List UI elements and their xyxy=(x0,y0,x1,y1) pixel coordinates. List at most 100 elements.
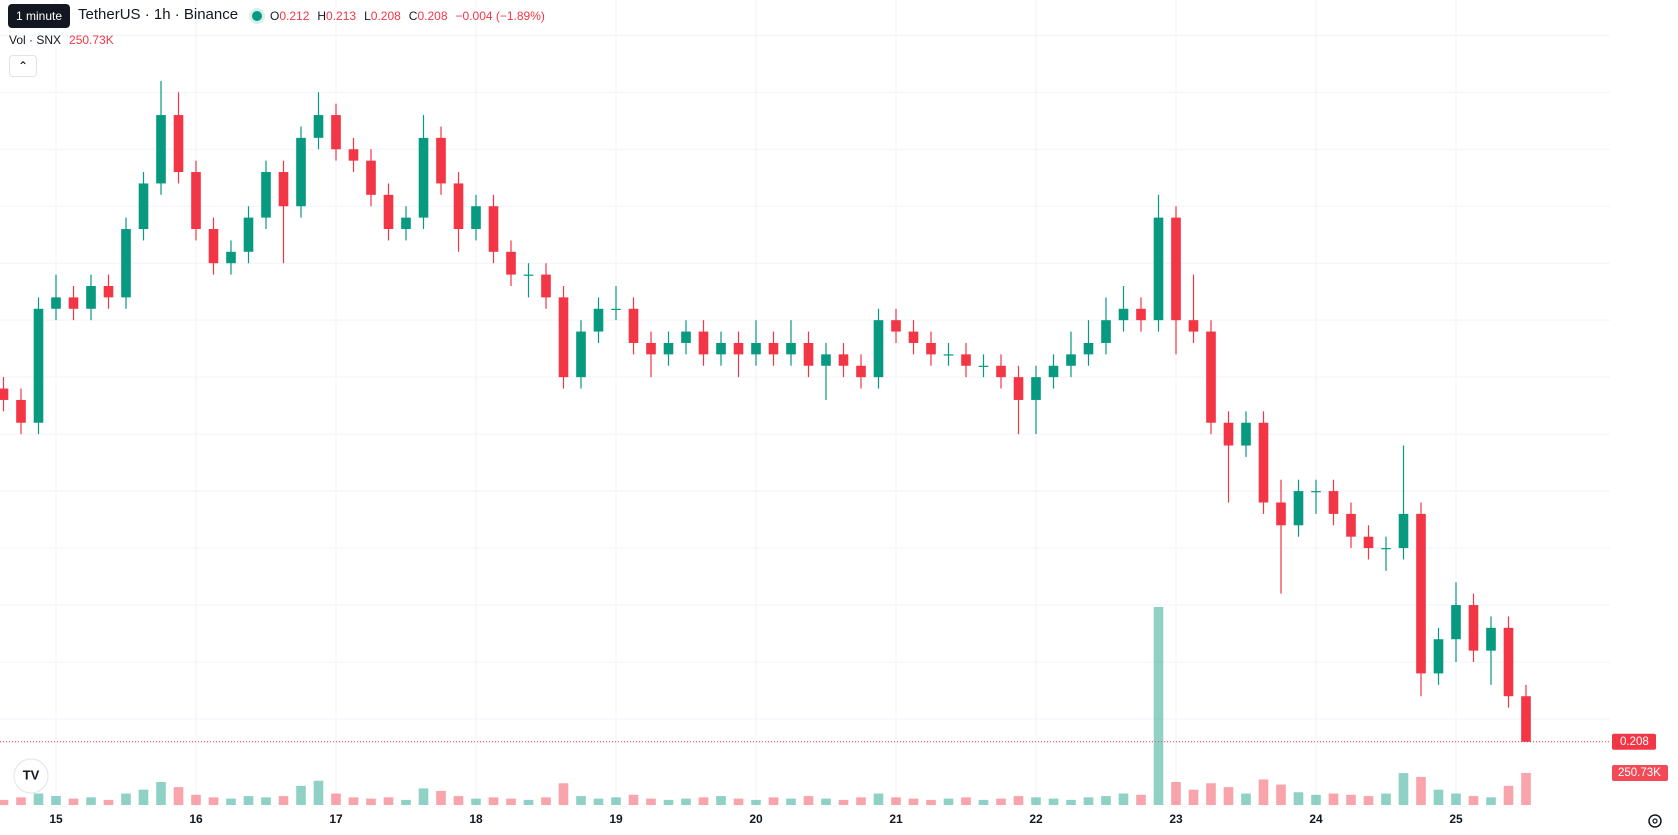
volume-bar xyxy=(996,798,1006,805)
candle-body xyxy=(786,342,796,355)
volume-bar xyxy=(943,798,954,805)
volume-legend: Vol · SNX 250.73K xyxy=(9,33,114,47)
ohlc-item: O0.212 xyxy=(270,9,309,23)
volume-bar xyxy=(768,797,779,805)
candle-body xyxy=(16,399,26,423)
volume-bar xyxy=(611,797,621,805)
volume-bar xyxy=(1223,787,1234,805)
volume-bar xyxy=(1083,797,1094,805)
plot xyxy=(0,0,1610,808)
volume-bar xyxy=(1171,782,1181,805)
candle-body xyxy=(1223,422,1234,446)
volume-bar xyxy=(646,798,656,805)
ohlc-value: 0.208 xyxy=(370,9,401,23)
volume-bar xyxy=(86,797,96,805)
volume-bar xyxy=(558,783,569,805)
candle-body xyxy=(1346,513,1356,537)
ohlc-legend: O0.212 H0.213 L0.208 C 0.208 −0.004 (−1.89%) xyxy=(252,9,545,23)
volume-bar xyxy=(1398,773,1409,805)
volume-bar xyxy=(593,798,604,805)
candle-body xyxy=(261,172,271,218)
volume-bar xyxy=(313,780,324,805)
volume-bar xyxy=(366,798,376,805)
change: −0.004 (−1.89%) xyxy=(455,9,545,23)
volume-bar xyxy=(873,793,884,805)
candle-body xyxy=(1276,502,1286,526)
candle-body xyxy=(1066,354,1076,366)
candle-body xyxy=(1381,548,1391,550)
candle-body xyxy=(191,172,201,230)
candle-body xyxy=(821,354,831,366)
candle-body xyxy=(208,229,219,264)
volume-bar xyxy=(541,797,551,805)
candle-body xyxy=(1293,491,1304,526)
candle-body xyxy=(156,115,166,184)
candle-body xyxy=(1451,605,1461,640)
x-tick-label: 24 xyxy=(1309,812,1323,826)
ohlc-item: H0.213 xyxy=(317,9,356,23)
candle-body xyxy=(226,251,236,264)
candle-body xyxy=(1328,491,1339,514)
volume-bar xyxy=(33,793,44,805)
volume-bar xyxy=(383,797,394,805)
candle-body xyxy=(611,308,621,310)
volume-bar xyxy=(838,799,849,805)
candle-body xyxy=(576,331,586,378)
candle-body xyxy=(1433,639,1444,674)
candle-body xyxy=(366,160,376,195)
volume-bar xyxy=(103,799,114,805)
volume-bar xyxy=(51,796,61,805)
logo-text: TV xyxy=(23,767,40,782)
x-tick-label: 19 xyxy=(609,812,623,826)
volume-bar xyxy=(1101,796,1111,805)
candle-body xyxy=(1398,513,1409,549)
volume-bar xyxy=(68,798,79,805)
volume-bar xyxy=(1328,793,1339,805)
ohlc-item: L0.208 xyxy=(364,9,401,23)
candle-body xyxy=(1241,422,1251,446)
settings-icon[interactable] xyxy=(1648,814,1662,828)
candle-body xyxy=(541,274,551,298)
volume-bar xyxy=(523,799,534,805)
volume-bar xyxy=(208,797,219,805)
candle-body xyxy=(996,365,1006,378)
x-tick-label: 20 xyxy=(749,812,763,826)
tv-logo: TV xyxy=(13,758,49,794)
price-axis-bg xyxy=(1610,0,1678,835)
candle-body xyxy=(436,137,446,184)
volume-bar xyxy=(1188,789,1199,805)
candle-body xyxy=(1118,308,1129,321)
volume-bar xyxy=(1521,772,1531,805)
candle-body xyxy=(926,342,936,355)
candle-body xyxy=(943,354,954,356)
candle-body xyxy=(173,115,184,173)
candle-body xyxy=(418,137,429,218)
candle-body xyxy=(401,217,411,230)
candle-body xyxy=(873,320,884,378)
candle-body xyxy=(681,331,691,343)
candle-body xyxy=(1188,320,1199,332)
candle-body xyxy=(1171,217,1181,321)
volume-bar xyxy=(418,788,429,805)
ohlc-key: C xyxy=(408,9,418,23)
volume-bar xyxy=(0,799,9,805)
x-tick-label: 23 xyxy=(1169,812,1183,826)
volume-bar xyxy=(488,797,499,805)
candle-body xyxy=(1013,377,1024,400)
x-tick-label: 17 xyxy=(329,812,343,826)
candle-body xyxy=(348,149,359,161)
last-volume-label: 250.73K xyxy=(1618,767,1661,779)
status-dot xyxy=(252,11,262,21)
candle-body xyxy=(1101,320,1111,343)
candle-body xyxy=(121,229,131,298)
candle-body xyxy=(0,388,9,400)
candle-body xyxy=(856,365,866,378)
volume-bar xyxy=(733,798,744,805)
candle-body xyxy=(506,251,516,275)
volume-bar xyxy=(1066,799,1076,805)
collapse-button[interactable]: ⌃ xyxy=(9,55,37,77)
x-tick-label: 22 xyxy=(1029,812,1043,826)
volume-bar xyxy=(173,787,184,805)
candle-body xyxy=(646,342,656,355)
volume-bar xyxy=(138,789,149,805)
